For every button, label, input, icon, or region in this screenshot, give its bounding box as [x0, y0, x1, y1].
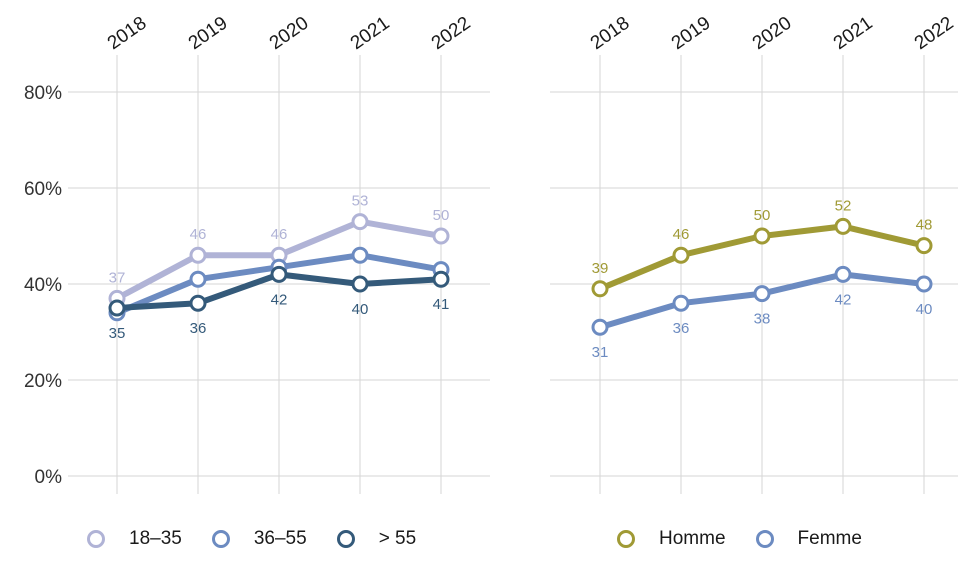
data-point	[351, 246, 369, 264]
data-point	[915, 275, 933, 293]
legend-item: Femme	[755, 528, 862, 550]
data-label: 48	[916, 217, 933, 234]
data-point	[351, 213, 369, 231]
x-tick-label: 2022	[911, 13, 958, 54]
data-label: 52	[835, 197, 852, 214]
x-tick-label: 2021	[347, 13, 394, 54]
x-tick-label: 2020	[266, 13, 313, 54]
x-tick-label: 2018	[104, 13, 151, 54]
data-label: 46	[190, 226, 207, 243]
data-point	[591, 318, 609, 336]
chart-panel-2: 2018 2019 2020 2021 2022 39 46 50 52 48 31 36 38 42 40	[550, 13, 958, 494]
legend-item: 18–35	[87, 528, 182, 550]
y-tick-label: 40%	[24, 275, 62, 296]
data-point	[270, 265, 288, 283]
data-point	[108, 299, 126, 317]
data-label: 53	[352, 193, 369, 210]
data-label: 31	[592, 344, 609, 361]
data-label: 35	[109, 325, 126, 342]
data-point	[351, 275, 369, 293]
data-point	[915, 237, 933, 255]
x-tick-label: 2021	[830, 13, 877, 54]
data-label: 42	[271, 291, 288, 308]
legend-label: Femme	[797, 528, 862, 549]
data-point	[189, 294, 207, 312]
data-point	[189, 270, 207, 288]
data-label: 50	[433, 207, 450, 224]
legend-label: 36–55	[253, 528, 307, 549]
legend-item: > 55	[336, 528, 417, 550]
y-tick-label: 60%	[24, 179, 62, 200]
data-label: 42	[835, 291, 852, 308]
legend-label: > 55	[378, 528, 417, 549]
legend-swatch-icon	[87, 530, 105, 548]
legend-label: Homme	[659, 528, 726, 549]
data-point	[753, 227, 771, 245]
data-point	[591, 280, 609, 298]
legend-swatch-icon	[755, 530, 774, 548]
data-label: 37	[109, 269, 126, 286]
legend-label: 18–35	[129, 528, 182, 549]
y-tick-label: 20%	[24, 371, 62, 392]
y-tick-label: 0%	[35, 467, 63, 488]
data-label: 36	[673, 320, 690, 337]
data-point	[753, 285, 771, 303]
data-point	[834, 265, 852, 283]
data-label: 39	[592, 260, 609, 277]
data-point	[189, 246, 207, 264]
legend-item: 36–55	[211, 528, 307, 550]
data-label: 46	[673, 226, 690, 243]
legend-swatch-icon	[336, 530, 355, 548]
data-label: 36	[190, 320, 207, 337]
y-tick-label: 80%	[24, 83, 62, 104]
data-label: 41	[433, 296, 450, 313]
chart-panel-1: 0% 20% 40% 60% 80% 2018 2019 2020 2021 2022 37 46 46…	[24, 13, 490, 494]
legend-swatch-icon	[617, 530, 635, 548]
data-label: 38	[754, 311, 771, 328]
data-label: 50	[754, 207, 771, 224]
data-point	[672, 294, 690, 312]
data-label: 40	[916, 301, 933, 318]
x-tick-label: 2019	[668, 13, 715, 54]
x-tick-label: 2022	[428, 13, 475, 54]
x-tick-label: 2020	[749, 13, 796, 54]
x-tick-label: 2018	[587, 13, 634, 54]
x-tick-label: 2019	[185, 13, 232, 54]
data-point	[432, 270, 450, 288]
data-label: 40	[352, 301, 369, 318]
legend-swatch-icon	[211, 530, 230, 548]
legend-item: Homme	[617, 528, 726, 550]
legend-left: 18–35 36–55 > 55	[87, 528, 446, 550]
data-label: 46	[271, 226, 288, 243]
data-point	[432, 227, 450, 245]
legend-right: Homme Femme	[617, 528, 892, 550]
data-point	[672, 246, 690, 264]
data-point	[834, 217, 852, 235]
